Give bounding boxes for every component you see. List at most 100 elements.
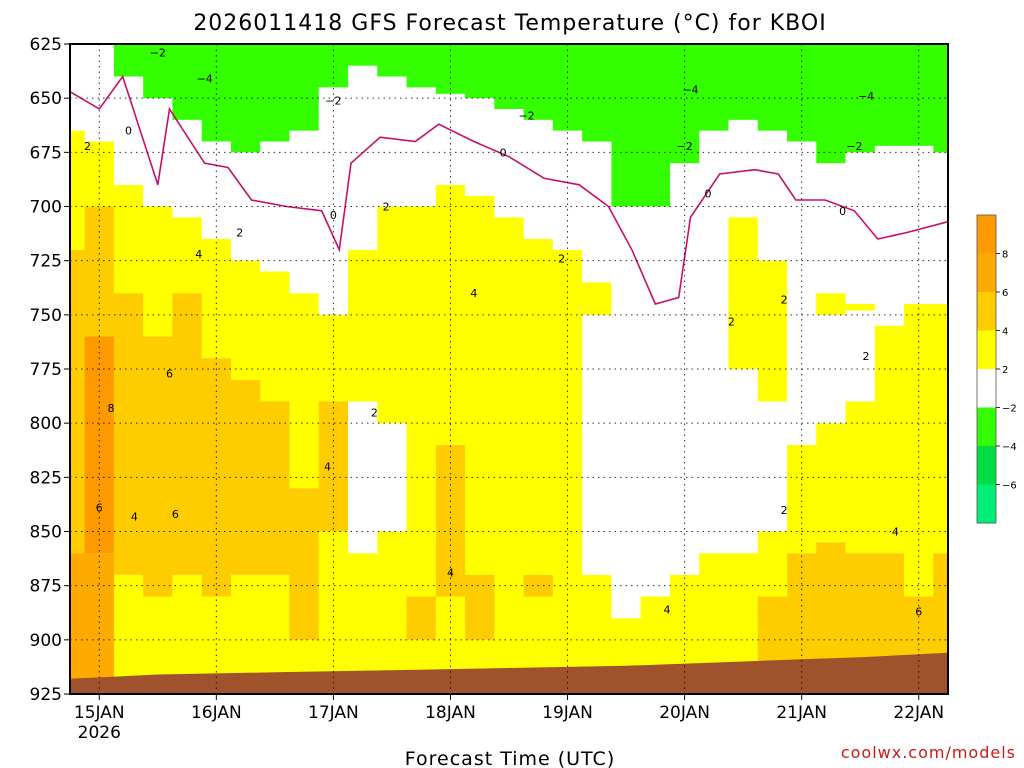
contour-label: 2 bbox=[558, 253, 565, 266]
temperature-band bbox=[84, 44, 115, 142]
temperature-band bbox=[406, 44, 437, 88]
credit-text: coolwx.com/models bbox=[841, 743, 1016, 762]
temperature-band bbox=[494, 217, 525, 619]
y-tick-label: 675 bbox=[30, 143, 62, 163]
temperature-fill-layer bbox=[70, 44, 949, 694]
temperature-band bbox=[289, 130, 320, 294]
temperature-band bbox=[348, 44, 378, 66]
y-tick-label: 650 bbox=[30, 89, 62, 109]
temperature-band bbox=[611, 206, 642, 619]
contour-label: 4 bbox=[195, 248, 202, 261]
temperature-band bbox=[465, 574, 495, 640]
temperature-band bbox=[377, 44, 408, 77]
temperature-band bbox=[933, 152, 949, 304]
temperature-band bbox=[230, 260, 261, 380]
temperature-band bbox=[435, 44, 466, 94]
y-tick-label: 850 bbox=[30, 523, 62, 543]
temperature-band bbox=[523, 44, 554, 120]
contour-label: 6 bbox=[96, 502, 103, 515]
temperature-band bbox=[143, 44, 174, 99]
chart-title: 2026011418 GFS Forecast Temperature (°C)… bbox=[193, 11, 826, 36]
colorbar-tick-label: 6 bbox=[1002, 288, 1008, 299]
temperature-band bbox=[348, 553, 378, 694]
contour-label: −2 bbox=[518, 110, 534, 123]
zero-isotherm-layer bbox=[69, 74, 949, 305]
y-tick-label: 825 bbox=[30, 468, 62, 488]
y-tick-label: 725 bbox=[30, 252, 62, 272]
temperature-band bbox=[874, 325, 905, 554]
contour-label: 2 bbox=[781, 504, 788, 517]
temperature-band bbox=[845, 304, 876, 311]
temperature-band bbox=[377, 531, 408, 694]
contour-label: 2 bbox=[236, 227, 243, 240]
contour-label: 0 bbox=[705, 188, 712, 201]
temperature-band bbox=[84, 553, 115, 694]
temperature-band bbox=[289, 488, 320, 640]
temperature-band bbox=[143, 336, 174, 597]
temperature-band bbox=[201, 44, 232, 142]
temperature-band bbox=[816, 293, 847, 315]
temperature-band bbox=[787, 44, 817, 142]
temperature-band bbox=[728, 119, 759, 218]
colorbar-swatch bbox=[977, 292, 996, 331]
temperature-band bbox=[552, 249, 583, 597]
colorbar-swatch bbox=[977, 484, 996, 524]
temperature-band bbox=[728, 44, 759, 120]
temperature-band bbox=[113, 184, 144, 294]
colorbar-tick-label: −6 bbox=[1002, 481, 1017, 492]
temperature-band bbox=[406, 596, 437, 640]
x-tick-label: 16JAN bbox=[191, 703, 242, 723]
x-axis-label: Forecast Time (UTC) bbox=[405, 748, 615, 768]
x-tick-sublabel: 2026 bbox=[78, 723, 121, 743]
temperature-band bbox=[845, 310, 876, 402]
x-tick-label: 19JAN bbox=[542, 703, 593, 723]
temperature-band bbox=[201, 141, 232, 239]
temperature-band bbox=[728, 369, 759, 554]
temperature-band bbox=[377, 206, 408, 424]
colorbar-swatch bbox=[977, 407, 996, 447]
y-axis: 625 650 675 700 725 750 775 800 825 850 875 900 925 bbox=[30, 35, 70, 705]
contour-label: −4 bbox=[682, 84, 698, 97]
x-tick-label: 17JAN bbox=[308, 703, 359, 723]
temperature-band bbox=[201, 358, 232, 597]
temperature-band bbox=[552, 44, 583, 131]
contour-label: 0 bbox=[125, 125, 132, 138]
temperature-band bbox=[757, 401, 788, 532]
temperature-band bbox=[70, 130, 86, 250]
temperature-band bbox=[406, 87, 437, 207]
temperature-band bbox=[757, 260, 788, 402]
temperature-band bbox=[582, 282, 613, 315]
colorbar-tick-label: 2 bbox=[1002, 365, 1008, 376]
temperature-band bbox=[582, 141, 613, 283]
contour-label: 0 bbox=[330, 209, 337, 222]
zero-isotherm-line bbox=[69, 74, 949, 305]
temperature-band bbox=[816, 314, 847, 424]
temperature-band bbox=[172, 119, 203, 218]
temperature-band bbox=[699, 130, 730, 554]
temperature-band bbox=[904, 145, 934, 304]
temperature-band bbox=[70, 44, 86, 131]
y-tick-label: 625 bbox=[30, 35, 62, 55]
temperature-band bbox=[406, 206, 437, 597]
y-tick-label: 875 bbox=[30, 577, 62, 597]
temperature-band bbox=[70, 553, 86, 694]
contour-label: 4 bbox=[664, 604, 671, 617]
temperature-band bbox=[611, 44, 642, 207]
grid-layer bbox=[70, 43, 948, 695]
x-tick-label: 20JAN bbox=[659, 703, 710, 723]
y-tick-label: 750 bbox=[30, 306, 62, 326]
contour-label-layer: −2 −4 −2 −2 −4 −4 −2 −2 0 0 0 0 0 2 2 2 2 2 2 2 2 2 4 4 4 4 4 4 4 6 6 6… bbox=[84, 47, 922, 619]
contour-label: −2 bbox=[325, 94, 341, 107]
terrain-layer bbox=[70, 652, 948, 694]
temperature-band bbox=[435, 93, 466, 185]
temperature-band bbox=[260, 271, 291, 402]
temperature-band bbox=[552, 130, 583, 250]
colorbar-tick-label: −2 bbox=[1002, 404, 1017, 415]
colorbar-swatch bbox=[977, 253, 996, 293]
temperature-band bbox=[640, 44, 671, 207]
temperature-band bbox=[172, 293, 203, 575]
temperature-band bbox=[143, 206, 174, 337]
temperature-band bbox=[377, 76, 408, 207]
